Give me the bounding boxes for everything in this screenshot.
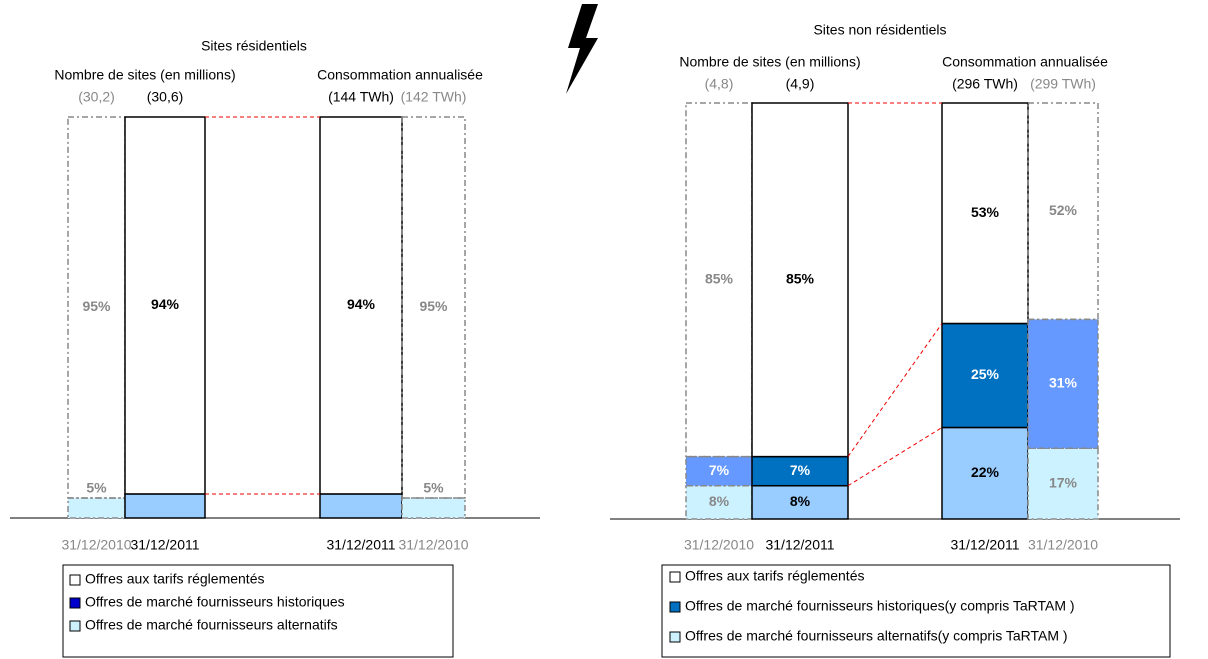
- bar-segment: [751, 102, 849, 458]
- bar-segment: [751, 455, 849, 487]
- total-label: (30,6): [147, 89, 184, 105]
- bar-segment: [751, 484, 849, 520]
- value-label: 22%: [971, 464, 1000, 480]
- legend-marker: [669, 631, 681, 643]
- bar-segment: [685, 484, 753, 520]
- bar-segment: [941, 322, 1029, 429]
- bar-segment: [941, 102, 1029, 325]
- bar-segment: [1027, 318, 1099, 450]
- value-label: 7%: [790, 462, 811, 478]
- x-tick-label: 31/12/2011: [950, 537, 1019, 553]
- value-label: 17%: [1049, 474, 1078, 490]
- total-label: (296 TWh): [952, 76, 1018, 92]
- x-tick-label: 31/12/2011: [326, 537, 395, 553]
- value-label: 85%: [705, 271, 734, 287]
- value-label: 85%: [786, 271, 815, 287]
- total-label: (299 TWh): [1030, 76, 1096, 92]
- bar-segment: [401, 116, 466, 499]
- total-label: (144 TWh): [328, 89, 394, 105]
- bar-segment: [941, 426, 1029, 520]
- value-label: 52%: [1049, 202, 1078, 218]
- chart-title: Sites non résidentiels: [813, 22, 946, 38]
- legend-marker: [669, 601, 681, 613]
- legend-label: Offres aux tarifs réglementés: [85, 571, 264, 587]
- bar-segment: [1027, 102, 1099, 321]
- total-label: (4,9): [786, 76, 815, 92]
- value-label: 5%: [86, 480, 107, 496]
- value-label: 53%: [971, 204, 1000, 220]
- value-label: 31%: [1049, 375, 1078, 391]
- legend-label: Offres de marché fournisseurs historique…: [85, 594, 345, 610]
- x-tick-label: 31/12/2011: [765, 537, 834, 553]
- group-label: Consommation annualisée: [317, 67, 483, 83]
- x-tick-label: 31/12/2011: [130, 537, 199, 553]
- value-label: 8%: [709, 493, 730, 509]
- x-tick-label: 31/12/2010: [398, 537, 468, 553]
- bar-segment: [124, 116, 206, 495]
- value-label: 95%: [82, 298, 111, 314]
- value-label: 7%: [709, 462, 730, 478]
- legend-marker: [69, 574, 81, 586]
- bar-segment: [319, 493, 403, 519]
- x-tick-label: 31/12/2010: [684, 537, 754, 553]
- legend-marker: [69, 597, 81, 609]
- legend-box: [62, 564, 454, 658]
- value-label: 95%: [419, 298, 448, 314]
- total-label: (142 TWh): [401, 89, 467, 105]
- legend-box: [661, 564, 1171, 658]
- value-label: 94%: [151, 296, 180, 312]
- legend-label: Offres de marché fournisseurs historique…: [685, 598, 1075, 614]
- x-tick-label: 31/12/2010: [61, 537, 131, 553]
- legend-marker: [69, 620, 81, 632]
- legend-label: Offres de marché fournisseurs alternatif…: [85, 617, 338, 633]
- connector: [847, 427, 943, 487]
- bar-segment: [1027, 447, 1099, 520]
- group-label: Nombre de sites (en millions): [679, 54, 860, 70]
- value-label: 94%: [347, 296, 376, 312]
- legend-marker: [669, 571, 681, 583]
- bar-segment: [319, 116, 403, 495]
- legend-label: Offres aux tarifs réglementés: [685, 568, 864, 584]
- bar-segment: [67, 497, 126, 519]
- bar-segment: [685, 455, 753, 487]
- value-label: 8%: [790, 493, 811, 509]
- bar-segment: [401, 497, 466, 519]
- x-tick-label: 31/12/2010: [1028, 537, 1098, 553]
- value-label: 5%: [423, 480, 444, 496]
- legend-label: Offres de marché fournisseurs alternatif…: [685, 628, 1068, 644]
- group-label: Consommation annualisée: [942, 54, 1108, 70]
- connector: [847, 323, 943, 457]
- lightning-icon: [566, 4, 598, 94]
- value-label: 25%: [971, 366, 1000, 382]
- total-label: (4,8): [705, 76, 734, 92]
- group-label: Nombre de sites (en millions): [54, 67, 235, 83]
- total-label: (30,2): [78, 89, 115, 105]
- bar-segment: [124, 493, 206, 519]
- chart-title: Sites résidentiels: [201, 38, 307, 54]
